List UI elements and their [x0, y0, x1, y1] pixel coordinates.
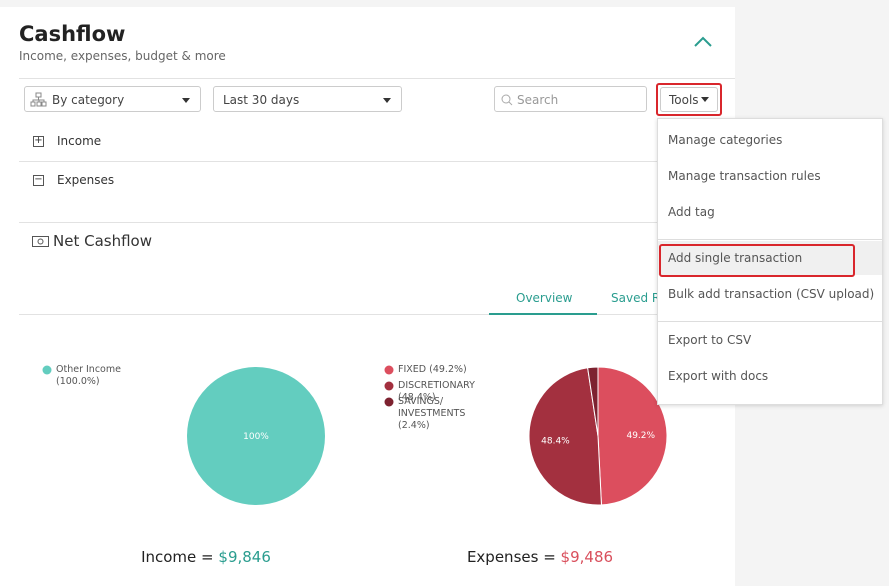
- tools-menu: Manage categories Manage transaction rule…: [657, 118, 883, 405]
- total-amount: $9,486: [561, 548, 614, 566]
- collapse-icon[interactable]: −: [33, 174, 44, 186]
- tab[interactable]: Saved R: [611, 291, 661, 305]
- legend-pct: (48.4%): [398, 392, 436, 403]
- total: Expenses = $9,486: [467, 548, 613, 566]
- menu-item[interactable]: Manage categories: [668, 133, 783, 147]
- charts: 100% Other Income (100.0%) Income = $9,846…: [42, 364, 668, 566]
- menu-item[interactable]: Add tag: [668, 205, 715, 219]
- category-dropdown[interactable]: By category: [24, 86, 201, 112]
- total-label: Income =: [141, 548, 214, 566]
- period-dropdown[interactable]: Last 30 days: [213, 86, 402, 112]
- legend-entry: SAVINGS/ INVESTMENTS (2.4%): [398, 396, 490, 432]
- tab[interactable]: Overview: [516, 291, 573, 305]
- pie-slice: [587, 366, 599, 437]
- net-cashflow: Net Cashflow: [53, 232, 152, 250]
- menu-separator: [658, 321, 882, 322]
- menu-item[interactable]: Add single transaction: [668, 251, 803, 265]
- pie-slice: [528, 367, 602, 506]
- tools-text: Tools: [669, 93, 699, 107]
- divider: [19, 161, 735, 162]
- menu-item[interactable]: Manage transaction rules: [668, 169, 821, 183]
- tools-button[interactable]: Tools: [660, 87, 718, 112]
- legend-pct: (49.2%): [429, 364, 467, 375]
- legend-text: FIXED (49.2%): [398, 364, 490, 376]
- legend-dot: [384, 397, 394, 407]
- legend-name: Other Income: [56, 364, 121, 375]
- legend-name: DISCRETIONARY: [398, 380, 475, 391]
- collapse-chevron[interactable]: [694, 36, 712, 48]
- legend-pct: (100.0%): [56, 376, 100, 387]
- legend-pct: (2.4%): [398, 420, 430, 431]
- legend-name: SAVINGS/ INVESTMENTS: [398, 396, 466, 419]
- legend-name: FIXED: [398, 364, 427, 375]
- subtitle: Income, expenses, budget & more: [19, 49, 226, 63]
- legend-dot: [384, 381, 394, 391]
- section-label[interactable]: Expenses: [57, 173, 115, 187]
- menu-hover: [658, 241, 882, 275]
- tab-underline: [489, 313, 597, 315]
- legend-text: DISCRETIONARY (48.4%): [398, 380, 490, 404]
- slice-label: 49.2%: [626, 431, 655, 441]
- menu-item[interactable]: Export to CSV: [668, 333, 752, 347]
- legend-entry: FIXED (49.2%): [398, 364, 490, 376]
- total-label: Expenses =: [467, 548, 556, 566]
- menu-item[interactable]: Bulk add transaction (CSV upload): [668, 287, 875, 301]
- money-icon: [32, 236, 49, 247]
- dropdown-text: Last 30 days: [223, 93, 300, 107]
- legend-entry: DISCRETIONARY (48.4%): [398, 380, 490, 404]
- menu-separator: [658, 239, 882, 240]
- highlight-box: [656, 83, 722, 116]
- divider: [19, 314, 735, 315]
- section-label[interactable]: Income: [57, 134, 102, 148]
- search-placeholder: Search: [517, 93, 559, 107]
- dropdown-text: By category: [52, 93, 125, 107]
- pie-slice: [597, 366, 668, 506]
- expand-icon[interactable]: +: [33, 135, 44, 147]
- divider: [19, 222, 735, 223]
- pie-slice: [187, 367, 325, 505]
- highlight-box: [659, 244, 855, 277]
- slice-label: 100%: [243, 432, 269, 442]
- slice-label: 48.4%: [541, 436, 570, 446]
- title: Cashflow: [19, 22, 126, 46]
- legend-dot: [42, 365, 52, 375]
- legend-text: SAVINGS/ INVESTMENTS (2.4%): [398, 396, 490, 432]
- total: Income = $9,846: [141, 548, 271, 566]
- total-amount: $9,846: [218, 548, 271, 566]
- menu-item[interactable]: Export with docs: [668, 369, 769, 383]
- divider: [19, 78, 735, 79]
- legend-dot: [384, 365, 394, 375]
- search-box[interactable]: Search: [494, 86, 647, 112]
- legend-text: Other Income (100.0%): [56, 364, 148, 388]
- legend-entry: Other Income (100.0%): [56, 364, 148, 388]
